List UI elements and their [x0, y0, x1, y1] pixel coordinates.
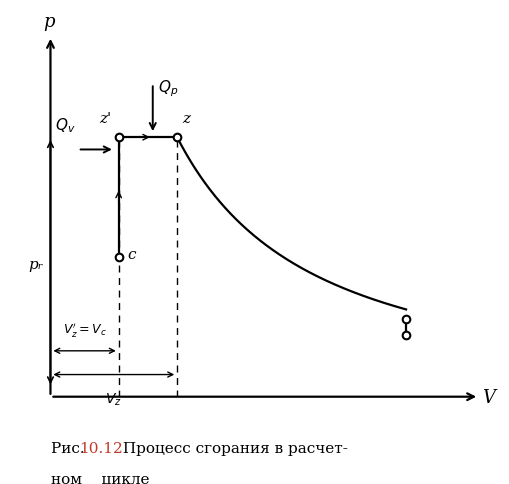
Text: Рис.: Рис.	[51, 441, 90, 455]
Text: $Q_v$: $Q_v$	[55, 116, 76, 135]
Text: p: p	[43, 13, 54, 30]
Text: pᵣ: pᵣ	[29, 257, 43, 271]
Text: 10.12: 10.12	[79, 441, 123, 455]
Text: z: z	[182, 111, 190, 125]
Text: $V_z$: $V_z$	[105, 391, 122, 407]
Text: ном    цикле: ном цикле	[51, 472, 150, 484]
Text: V: V	[482, 388, 495, 406]
Text: c: c	[127, 248, 136, 262]
Text: z': z'	[100, 111, 112, 125]
Text: Процесс сгорания в расчет-: Процесс сгорания в расчет-	[118, 441, 348, 455]
Text: $Q_p$: $Q_p$	[158, 78, 178, 98]
Text: $V_z' = V_c$: $V_z' = V_c$	[63, 320, 106, 338]
